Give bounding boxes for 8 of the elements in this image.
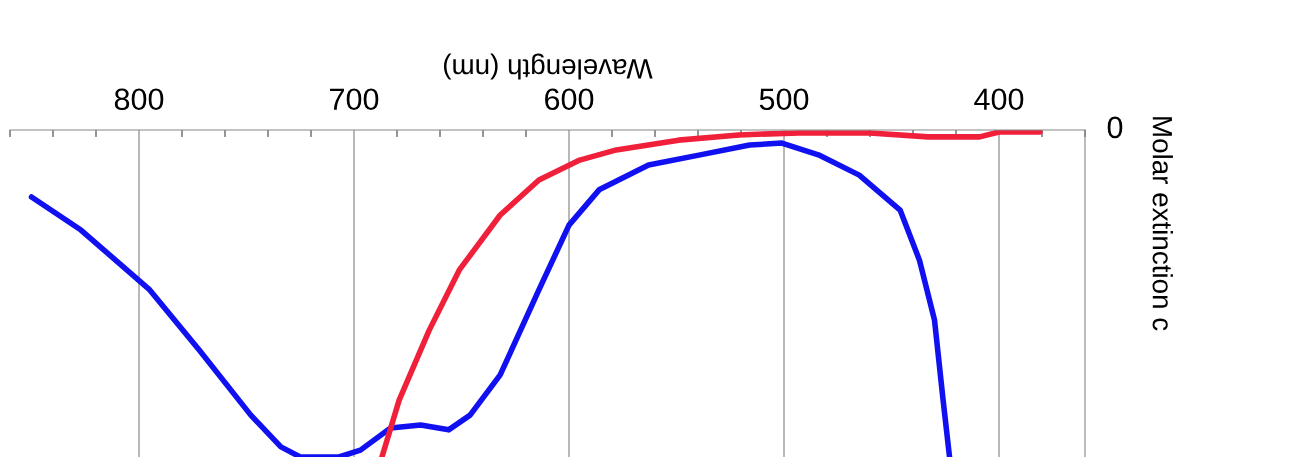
x-tick-label: 800 bbox=[114, 88, 164, 111]
y-axis-title: Molar extinction c bbox=[1152, 117, 1173, 331]
text: 0 bbox=[1107, 116, 1123, 139]
x-tick-label: 400 bbox=[974, 88, 1024, 111]
x-tick-label: 500 bbox=[759, 88, 809, 111]
x-tick-label: 600 bbox=[545, 88, 594, 111]
x-axis-title: Wavelength (nm) bbox=[443, 53, 653, 80]
x-tick-label: 700 bbox=[330, 88, 379, 111]
